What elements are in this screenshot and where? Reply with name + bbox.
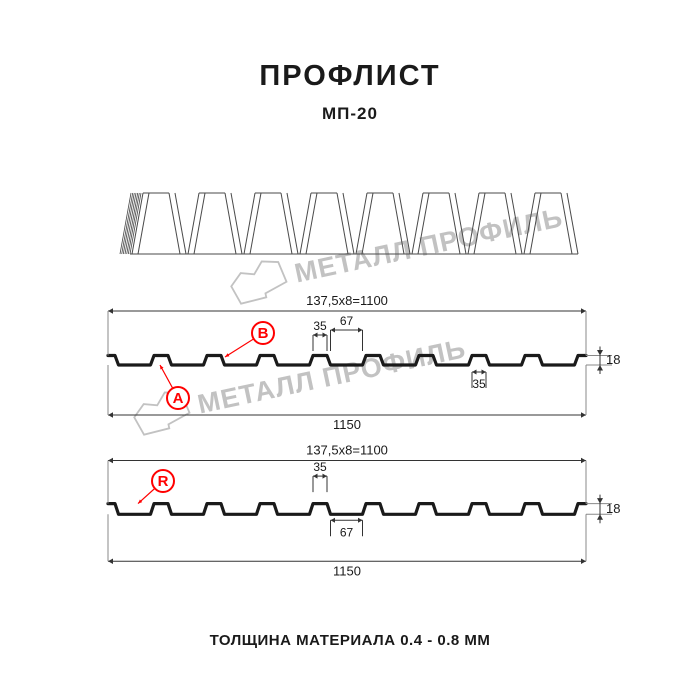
svg-text:137,5x8=1100: 137,5x8=1100 <box>306 293 388 308</box>
svg-text:1150: 1150 <box>333 417 361 432</box>
svg-text:МЕТАЛЛ ПРОФИЛЬ: МЕТАЛЛ ПРОФИЛЬ <box>292 202 566 288</box>
svg-text:18: 18 <box>606 501 620 516</box>
svg-text:1150: 1150 <box>333 563 361 578</box>
svg-text:35: 35 <box>313 319 327 333</box>
svg-text:35: 35 <box>313 460 327 474</box>
svg-text:35: 35 <box>472 377 486 391</box>
svg-text:67: 67 <box>340 314 354 328</box>
svg-text:A: A <box>173 390 184 407</box>
svg-text:137,5x8=1100: 137,5x8=1100 <box>306 443 388 458</box>
svg-text:18: 18 <box>606 352 620 367</box>
svg-text:B: B <box>258 325 269 342</box>
svg-text:67: 67 <box>340 525 354 539</box>
svg-text:R: R <box>158 473 169 490</box>
svg-text:МЕТАЛЛ ПРОФИЛЬ: МЕТАЛЛ ПРОФИЛЬ <box>195 333 469 419</box>
